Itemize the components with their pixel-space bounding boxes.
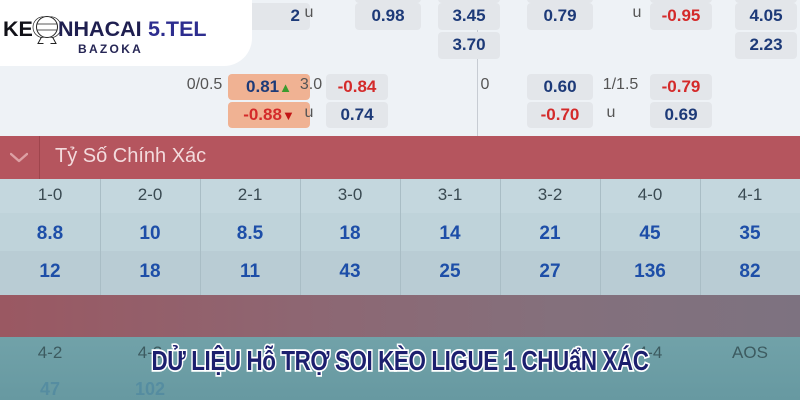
svg-text:KE: KE	[3, 17, 33, 41]
svg-text:BAZOKA: BAZOKA	[78, 42, 143, 56]
svg-text:NHACAI: NHACAI	[58, 17, 142, 41]
svg-text:5.TEL: 5.TEL	[148, 17, 207, 41]
